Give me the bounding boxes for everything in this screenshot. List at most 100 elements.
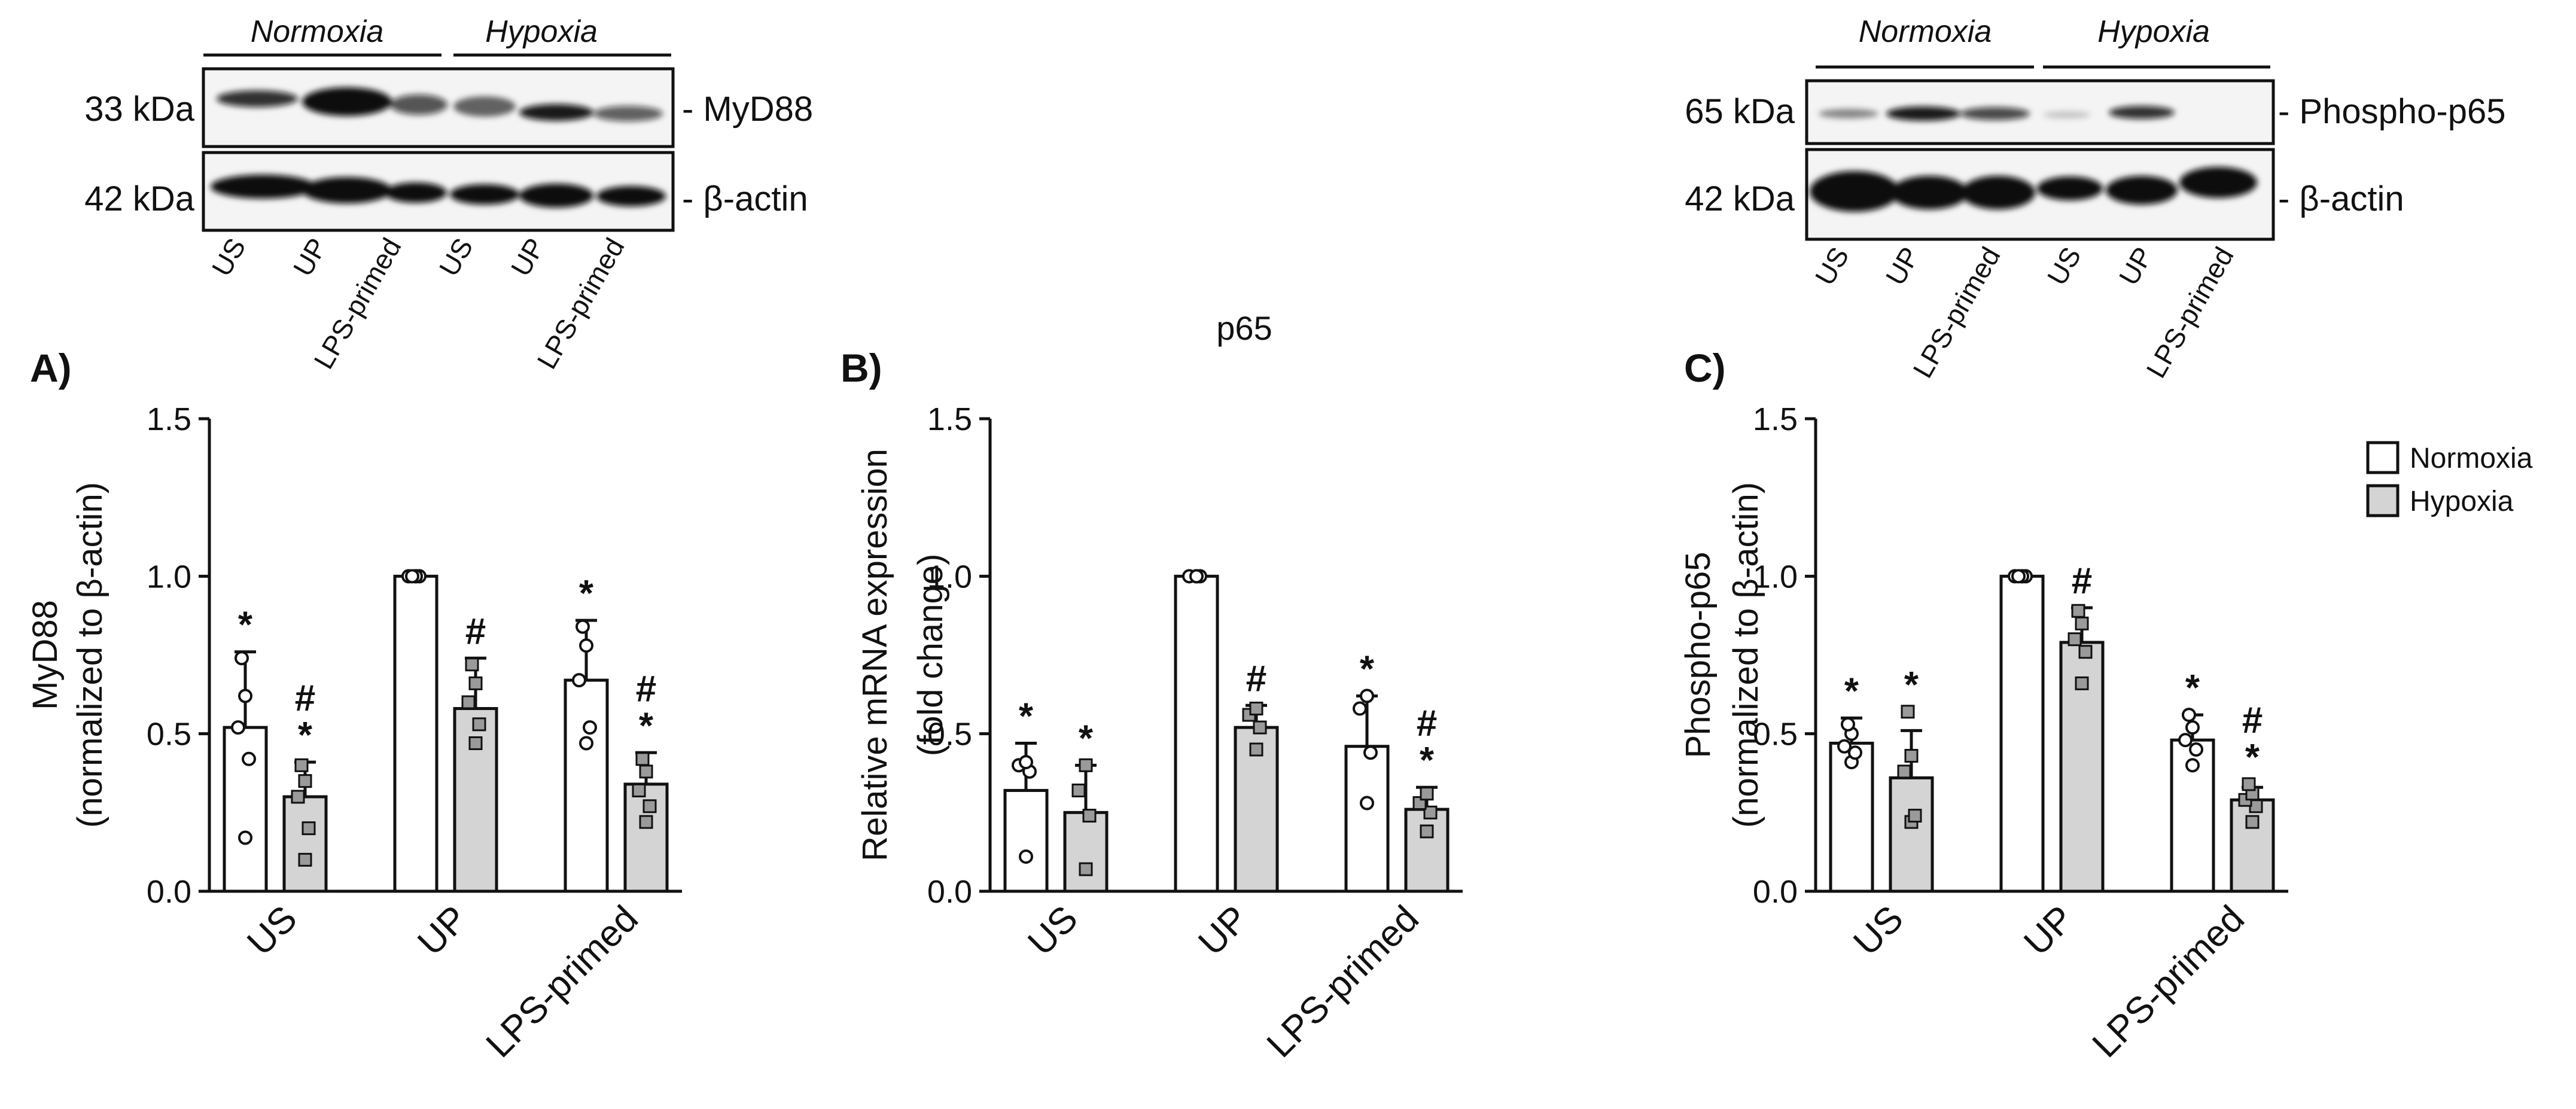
significance-marker: # — [636, 668, 656, 709]
chart-panel-c: C) Phospho-p65 (normalized to β-actin) 0.0 0… — [1679, 346, 2288, 1065]
data-point-hypoxia — [2245, 815, 2260, 829]
blot1-bands-top — [217, 87, 663, 121]
blot2-actin-band-6 — [2179, 167, 2257, 198]
y-axis-title-line: (normalized to β-actin) — [1727, 482, 1765, 828]
data-point-normoxia — [1848, 745, 1862, 760]
y-tick-label: 0.5 — [1753, 717, 1798, 752]
blot2-band-4 — [2043, 111, 2091, 118]
blot2-actin-band-2 — [1890, 176, 1968, 209]
data-point-normoxia — [238, 688, 252, 703]
y-tick-label: 0.0 — [147, 874, 191, 910]
x-category-label: UP — [1190, 898, 1256, 964]
data-point-normoxia — [1353, 701, 1367, 716]
blot1-actin-band-3 — [385, 182, 447, 203]
data-point-hypoxia — [639, 764, 653, 779]
blot2-lane-1: US — [1809, 242, 1855, 290]
significance-marker: * — [2245, 737, 2260, 778]
blot1-actin-band-1 — [211, 175, 316, 199]
blot2-row1-kda: 65 kDa — [1685, 92, 1795, 131]
data-point-hypoxia — [294, 758, 309, 772]
y-axis-title-line: (fold change) — [911, 554, 950, 757]
y-axis-title-line: Phospho-p65 — [1679, 552, 1718, 758]
data-point-normoxia — [2189, 742, 2203, 757]
x-category-label: UP — [410, 898, 476, 964]
data-point-hypoxia — [2075, 616, 2089, 630]
blot2-bands-top — [1819, 106, 2175, 121]
blot1-band-4 — [453, 96, 516, 117]
y-tick-label: 1.5 — [1753, 401, 1798, 437]
blot1-condition-hypoxia: Hypoxia — [485, 14, 598, 49]
data-point-hypoxia — [2075, 676, 2089, 690]
y-axis-title-line: (normalized to β-actin) — [71, 482, 109, 828]
data-point-normoxia — [1019, 755, 1033, 770]
blot1-lane-5: UP — [505, 233, 551, 281]
blot2-band-3 — [1960, 107, 2030, 120]
y-tick-label: 1.5 — [147, 401, 191, 437]
data-point-hypoxia — [1079, 758, 1093, 772]
data-point-normoxia — [576, 619, 590, 634]
blot1-bands-bottom — [211, 175, 666, 208]
significance-marker: * — [238, 605, 253, 646]
data-point-hypoxia — [1897, 764, 1911, 779]
legend-swatch-normoxia — [2366, 441, 2400, 474]
blot2-lane-5: UP — [2113, 242, 2159, 290]
blot1-row1-kda: 33 kDa — [84, 90, 195, 129]
data-point-normoxia — [572, 673, 586, 688]
bar-hypoxia-us — [1889, 776, 1934, 893]
data-point-hypoxia — [635, 752, 650, 766]
significance-marker: * — [1079, 718, 1094, 759]
bar-hypoxia-us — [1063, 811, 1109, 893]
data-point-normoxia — [242, 751, 256, 766]
blot2-actin-band-5 — [2106, 176, 2178, 205]
blot1-lane-4: US — [433, 233, 479, 281]
data-point-hypoxia — [468, 736, 483, 750]
data-point-hypoxia — [1901, 705, 1915, 719]
data-point-hypoxia — [1082, 809, 1097, 823]
blot1-band-1 — [217, 90, 298, 107]
bar-hypoxia-lps-primed — [1404, 808, 1450, 893]
legend-label-hypoxia: Hypoxia — [2410, 486, 2514, 517]
data-point-normoxia — [1363, 745, 1378, 760]
y-tick-label: 1.0 — [147, 559, 191, 595]
data-point-normoxia — [405, 569, 419, 584]
blot2-band-2 — [1886, 106, 1960, 121]
blot2-row1-protein: - Phospho-p65 — [2278, 92, 2505, 131]
data-point-hypoxia — [461, 695, 476, 709]
data-point-hypoxia — [2068, 632, 2082, 647]
significance-marker: # — [2072, 560, 2092, 602]
panel-letter: A) — [30, 346, 72, 390]
data-point-hypoxia — [1249, 702, 1263, 716]
blot2-actin-band-4 — [2037, 176, 2103, 200]
data-point-hypoxia — [639, 815, 653, 829]
data-point-normoxia — [579, 736, 593, 751]
data-point-hypoxia — [298, 852, 312, 867]
blot1-band-2 — [302, 87, 392, 116]
blot2-lane-4: US — [2041, 242, 2087, 290]
blot1-actin-band-2 — [302, 177, 392, 203]
blot2-row2-kda: 42 kDa — [1685, 179, 1795, 218]
bar-normoxia-up — [1999, 574, 2045, 893]
legend: Normoxia Hypoxia — [2366, 441, 2533, 517]
blot2-bands-bottom — [1810, 167, 2257, 212]
blot2-condition-hypoxia: Hypoxia — [2097, 14, 2210, 49]
data-point-normoxia — [2185, 758, 2200, 773]
bar-normoxia-lps-primed — [564, 678, 609, 893]
data-point-normoxia — [2011, 569, 2026, 584]
blot1-actin-band-6 — [596, 186, 666, 206]
y-tick-label: 0.5 — [927, 717, 972, 752]
y-tick-label: 0.5 — [147, 717, 191, 752]
y-tick-label: 1.5 — [927, 401, 972, 437]
x-category-label: US — [1020, 898, 1086, 964]
x-category-label: LPS-primed — [479, 898, 646, 1065]
blot2-actin-band-1 — [1810, 171, 1899, 212]
blot1-row2-kda: 42 kDa — [84, 179, 195, 218]
significance-marker: * — [579, 573, 594, 614]
bar-normoxia-up — [1174, 574, 1219, 893]
data-point-normoxia — [2182, 708, 2196, 723]
data-point-normoxia — [235, 651, 249, 666]
x-category-label: UP — [2016, 898, 2082, 964]
blot1-actin-band-5 — [519, 184, 593, 208]
chart-panel-b: B) p65 Relative mRNA expression (fold chang… — [841, 309, 1463, 1065]
bar-normoxia-lps-primed — [1344, 745, 1390, 893]
data-point-normoxia — [2185, 720, 2200, 735]
